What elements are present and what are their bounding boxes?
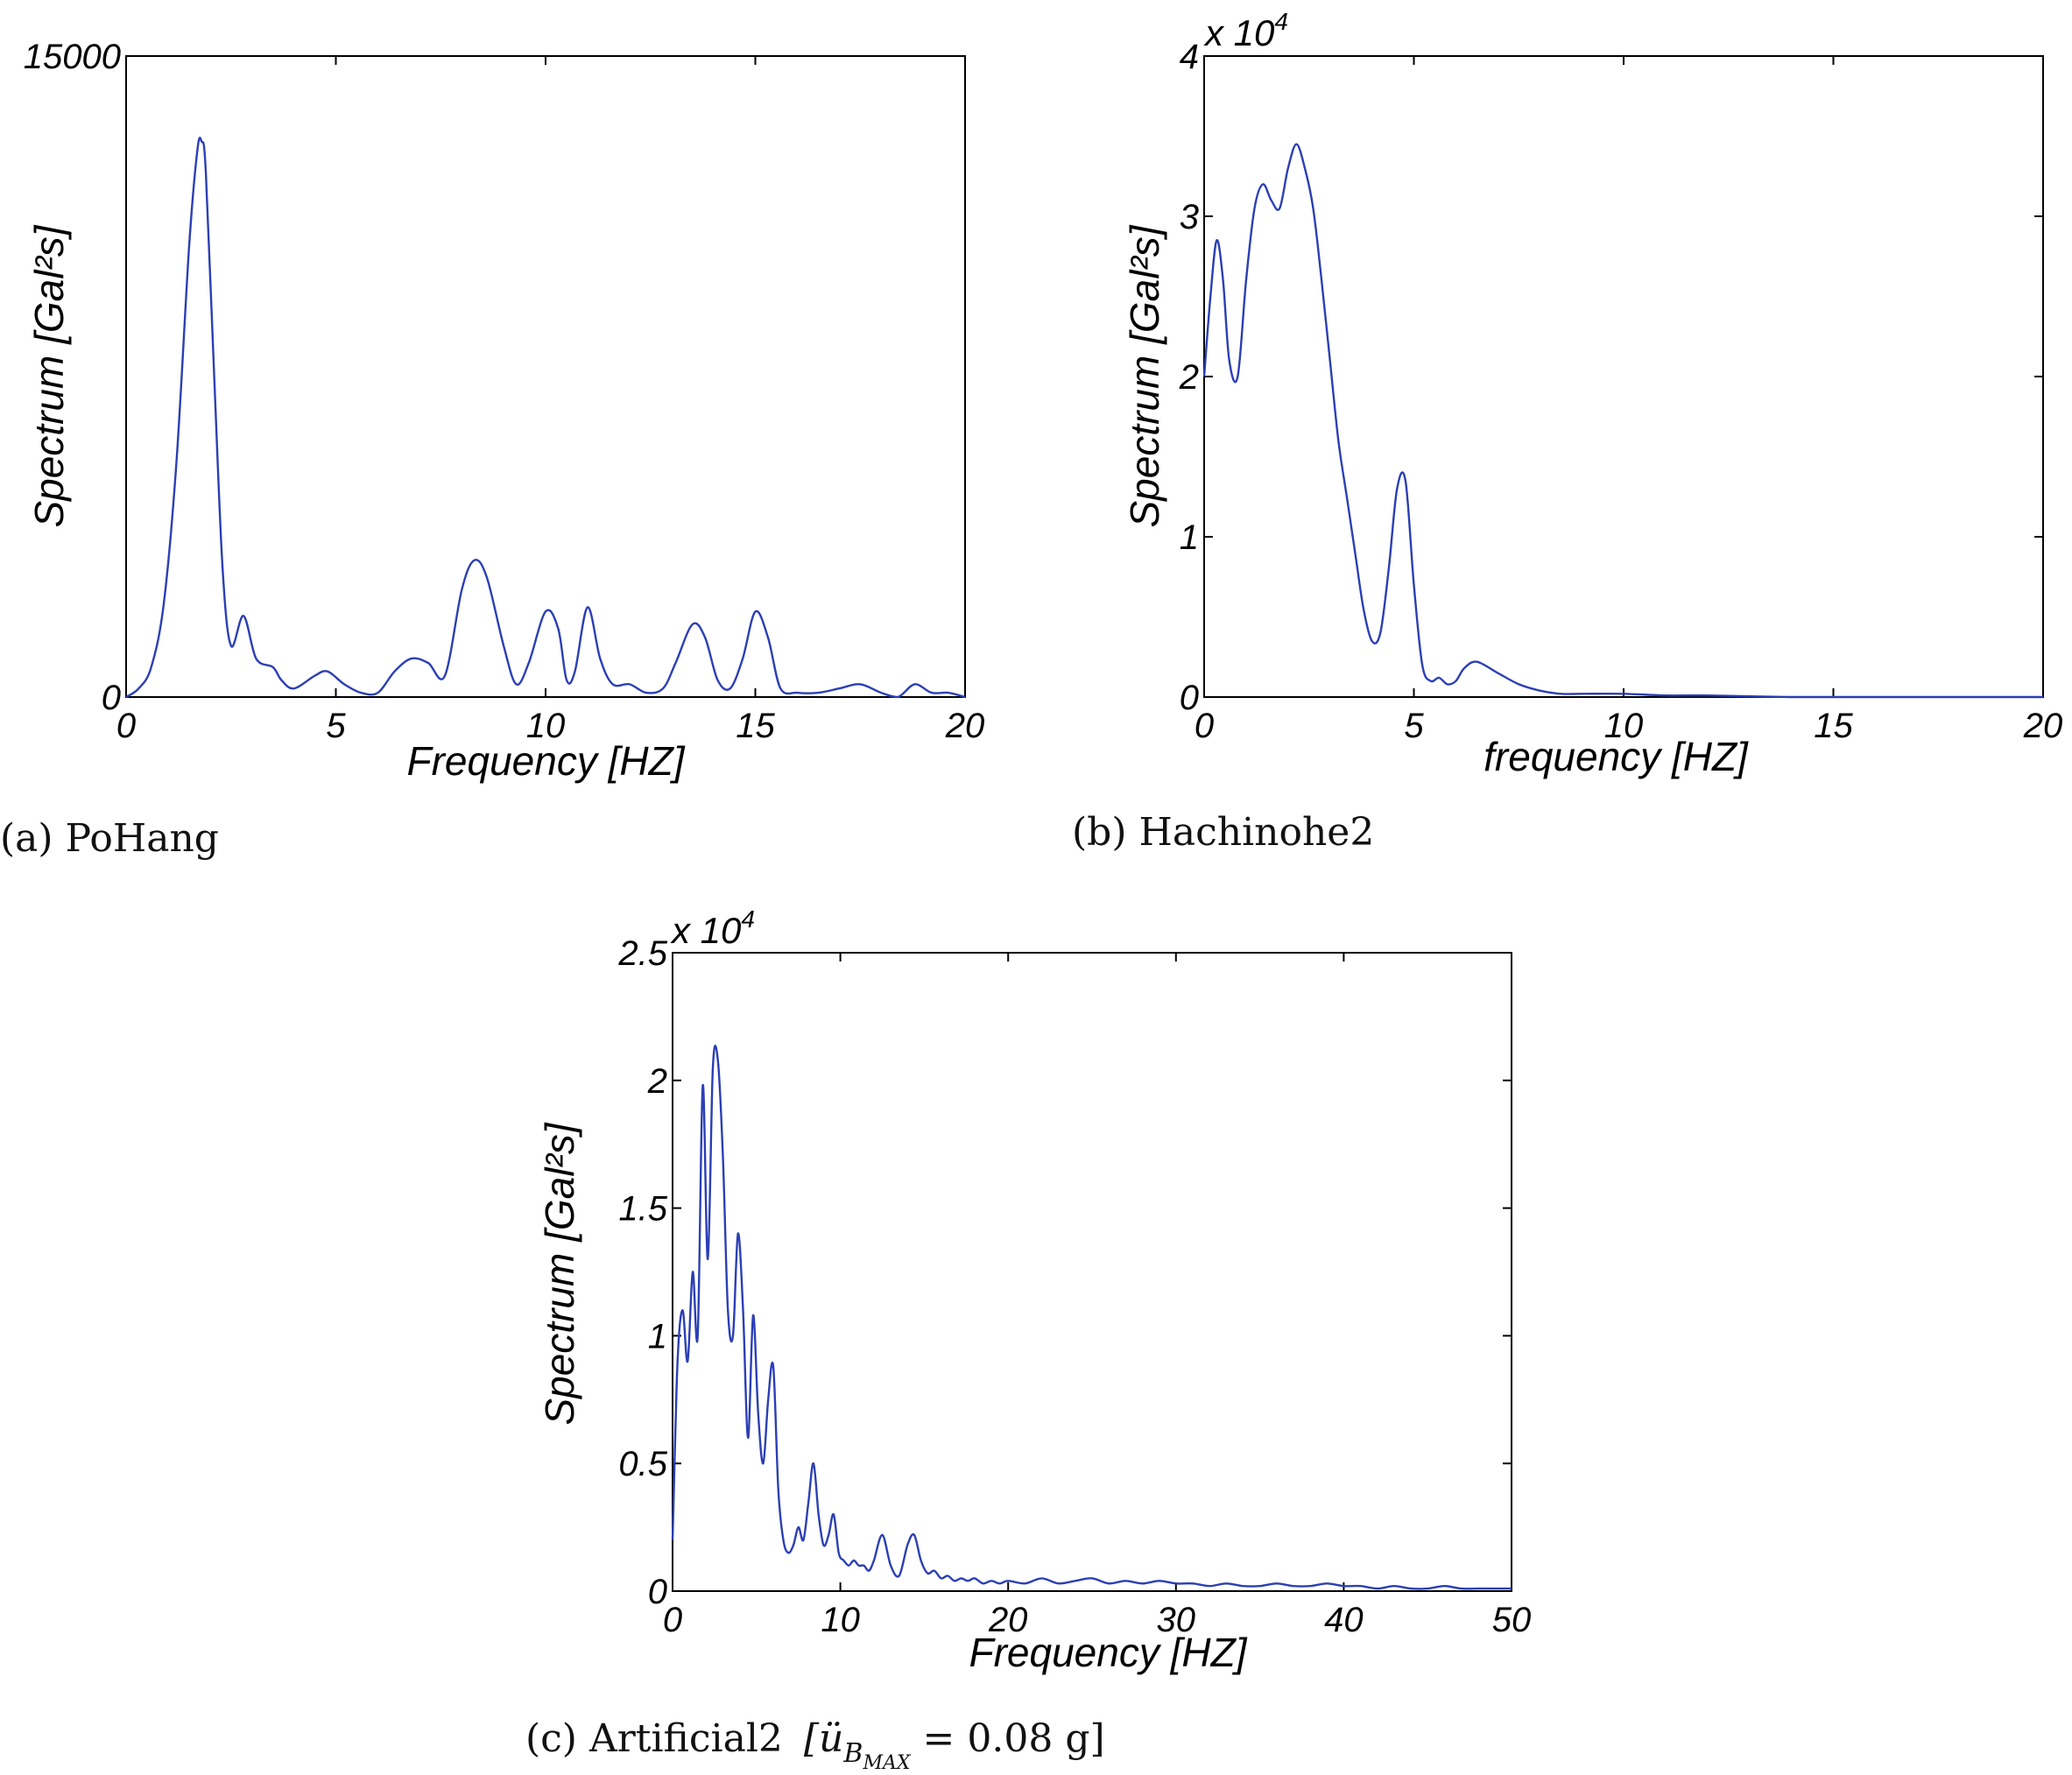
x-ticks-a: 0 5 10 15 20 [116, 56, 984, 745]
x-tick-label-c-5: 50 [1492, 1601, 1532, 1639]
y-tick-label-b-4: 4 [1180, 38, 1199, 76]
x-tick-label-c-3: 30 [1157, 1601, 1196, 1639]
y-tick-label-b-3: 3 [1180, 198, 1199, 236]
caption-c-sub: B [842, 1738, 863, 1769]
caption-c-formula: [ü [804, 1716, 844, 1761]
series-line-c [671, 1045, 1512, 1590]
y-axis-label-a: Spectrum [Gal²s] [26, 224, 72, 527]
y-tick-label-b-2: 2 [1179, 358, 1199, 397]
y-ticks-a: 0 15000 [24, 38, 965, 717]
y-ticks-b: 0 1 2 3 4 [1179, 38, 2043, 717]
y-tick-label-a-1: 15000 [24, 38, 121, 76]
y-tick-label-c-1: 0.5 [618, 1445, 667, 1483]
multiplier-c: x 104 [670, 905, 755, 951]
multiplier-base-b: x 10 [1203, 12, 1275, 53]
caption-a: (a) PoHang [0, 816, 219, 861]
caption-c: (c) Artificial2 [üBMAX = 0.08 g] [525, 1716, 1105, 1774]
panel-pohang: 0 15000 0 5 10 15 20 Frequency [HZ] Spectrum … [0, 38, 984, 861]
caption-b: (b) Hachinohe2 [1072, 810, 1374, 855]
y-axis-label-b: Spectrum [Gal²s] [1122, 224, 1167, 527]
x-tick-label-b-2: 10 [1604, 707, 1644, 745]
y-tick-label-b-0: 0 [1180, 679, 1199, 717]
y-tick-label-c-4: 2 [647, 1062, 667, 1101]
y-tick-label-a-0: 0 [102, 679, 121, 717]
x-ticks-c: 0 10 20 30 40 50 [663, 953, 1531, 1639]
multiplier-b: x 104 [1203, 8, 1288, 53]
x-tick-label-a-2: 10 [526, 707, 566, 745]
multiplier-exp-c: 4 [741, 905, 755, 933]
series-line-b [1202, 143, 2043, 699]
series-line-a [125, 137, 966, 699]
x-axis-label-a: Frequency [HZ] [407, 738, 686, 784]
y-axis-label-c: Spectrum [Gal²s] [537, 1122, 582, 1425]
x-tick-label-b-1: 5 [1404, 707, 1424, 745]
x-tick-label-c-2: 20 [988, 1601, 1028, 1639]
plot-frame-c [672, 952, 1512, 1592]
y-tick-label-c-5: 2.5 [617, 934, 667, 973]
multiplier-exp-b: 4 [1274, 8, 1288, 35]
x-tick-label-a-4: 20 [945, 707, 985, 745]
y-tick-label-b-1: 1 [1180, 518, 1199, 557]
x-tick-label-b-3: 15 [1814, 707, 1853, 745]
x-axis-label-b: frequency [HZ] [1484, 734, 1749, 779]
y-ticks-c: 0 0.5 1 1.5 2 2.5 [617, 934, 1512, 1611]
x-tick-label-b-0: 0 [1195, 707, 1214, 745]
x-tick-label-a-3: 15 [736, 707, 775, 745]
caption-c-name: (c) Artificial2 [525, 1716, 783, 1761]
x-tick-label-c-1: 10 [821, 1601, 860, 1639]
caption-c-subsub: MAX [862, 1752, 911, 1774]
multiplier-base-c: x 10 [670, 910, 742, 951]
y-tick-label-c-2: 1 [648, 1317, 667, 1356]
panel-hachinohe2: 0 1 2 3 4 0 5 10 15 20 x 104 frequency [HZ] Spec… [1072, 8, 2062, 855]
x-tick-label-c-0: 0 [663, 1601, 682, 1639]
x-axis-label-c: Frequency [HZ] [969, 1630, 1248, 1675]
x-tick-label-b-4: 20 [2023, 707, 2063, 745]
plot-frame-a [125, 55, 966, 698]
x-ticks-b: 0 5 10 15 20 [1195, 56, 2062, 745]
y-tick-label-c-3: 1.5 [618, 1190, 667, 1229]
x-tick-label-a-1: 5 [326, 707, 346, 745]
y-tick-label-c-0: 0 [648, 1573, 667, 1611]
panel-artificial2: 0 0.5 1 1.5 2 2.5 0 10 20 30 40 50 x 104 Frequency… [525, 905, 1531, 1774]
plot-frame-b [1203, 55, 2044, 698]
x-tick-label-a-0: 0 [116, 707, 136, 745]
caption-c-tail: = 0.08 g] [911, 1716, 1105, 1761]
x-tick-label-c-4: 40 [1324, 1601, 1364, 1639]
